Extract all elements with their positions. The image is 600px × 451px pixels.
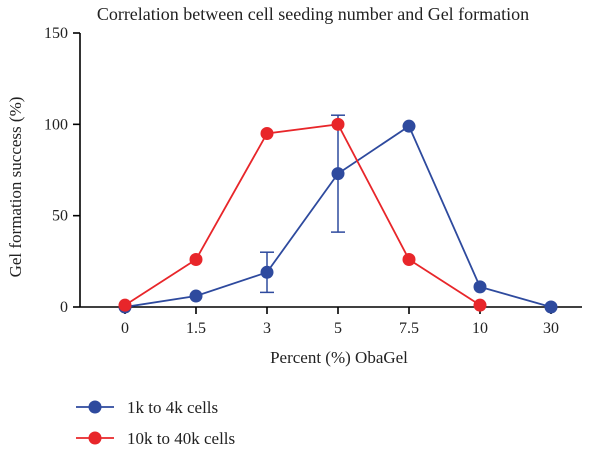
legend: 1k to 4k cells 10k to 40k cells bbox=[76, 398, 235, 448]
series-10k-point bbox=[118, 298, 132, 312]
series-1k-point bbox=[402, 119, 416, 133]
y-axis-label: Gel formation success (%) bbox=[6, 97, 25, 278]
series-1k-point bbox=[189, 289, 203, 303]
series-10k-legend-marker bbox=[88, 431, 102, 445]
x-tick-label: 5 bbox=[334, 320, 342, 337]
chart-title: Correlation between cell seeding number … bbox=[97, 4, 529, 24]
series-1k-point bbox=[544, 300, 558, 314]
x-axis-label: Percent (%) ObaGel bbox=[270, 348, 408, 367]
y-tick-label: 50 bbox=[52, 208, 68, 225]
series-10k-point bbox=[189, 253, 203, 267]
x-tick-label: 10 bbox=[472, 320, 488, 337]
x-tick-label: 1.5 bbox=[186, 320, 206, 337]
series-10k-line bbox=[124, 123, 481, 306]
y-tick-label: 150 bbox=[44, 25, 68, 42]
y-tick-label: 100 bbox=[44, 116, 68, 133]
x-tick-label: 30 bbox=[543, 320, 559, 337]
plot-area: 0 50 100 150 0 1.5 3 5 7.5 10 30 bbox=[44, 25, 582, 337]
series-10k-point bbox=[473, 298, 487, 312]
x-tick-label: 7.5 bbox=[399, 320, 419, 337]
series-10k-point bbox=[331, 117, 345, 131]
x-tick-label: 0 bbox=[121, 320, 129, 337]
series-1k-point bbox=[260, 265, 274, 279]
series-1k-point bbox=[473, 280, 487, 294]
y-tick-label: 0 bbox=[60, 299, 68, 316]
series-1k-legend-marker bbox=[88, 400, 102, 414]
series-1k-legend-label: 1k to 4k cells bbox=[127, 398, 218, 417]
series-10k-legend-label: 10k to 40k cells bbox=[127, 429, 235, 448]
series-10k-point bbox=[260, 126, 274, 140]
series-1k-point bbox=[331, 167, 345, 181]
series-10k-point bbox=[402, 253, 416, 267]
x-tick-label: 3 bbox=[263, 320, 271, 337]
